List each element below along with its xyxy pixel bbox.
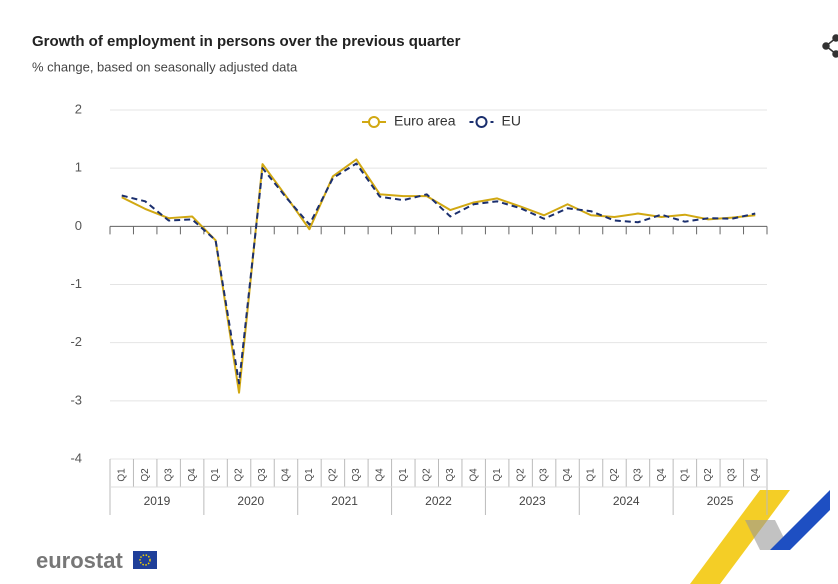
x-tick-label: Q3 xyxy=(163,468,174,482)
x-tick-label: Q3 xyxy=(257,468,268,482)
x-tick-label: Q4 xyxy=(374,468,385,482)
x-tick-label: Q2 xyxy=(234,468,245,482)
y-tick-label: -3 xyxy=(70,392,82,407)
x-tick-label: Q1 xyxy=(586,468,597,482)
legend-symbol xyxy=(368,116,380,128)
y-tick-label: 2 xyxy=(75,101,82,116)
x-tick-label: Q3 xyxy=(351,468,362,482)
chart-title: Growth of employment in persons over the… xyxy=(32,33,461,50)
year-label: 2019 xyxy=(144,494,171,508)
x-tick-label: Q4 xyxy=(468,468,479,482)
x-tick-label: Q3 xyxy=(726,468,737,482)
x-tick-label: Q1 xyxy=(304,468,315,482)
decor xyxy=(770,490,830,550)
brand-logo: eurostat xyxy=(36,548,123,573)
y-tick-label: -4 xyxy=(70,450,82,465)
x-tick-label: Q3 xyxy=(633,468,644,482)
x-tick-label: Q2 xyxy=(515,468,526,482)
eu-flag xyxy=(133,551,157,569)
x-tick-label: Q4 xyxy=(750,468,761,482)
x-tick-label: Q2 xyxy=(609,468,620,482)
year-label: 2025 xyxy=(707,494,734,508)
line-series xyxy=(121,162,756,385)
x-tick-label: Q3 xyxy=(445,468,456,482)
x-tick-label: Q3 xyxy=(539,468,550,482)
year-label: 2024 xyxy=(613,494,640,508)
share-icon[interactable] xyxy=(822,34,838,58)
x-tick-label: Q2 xyxy=(703,468,714,482)
x-tick-label: Q4 xyxy=(187,468,198,482)
y-tick-label: -1 xyxy=(70,276,82,291)
x-tick-label: Q1 xyxy=(116,468,127,482)
x-tick-label: Q4 xyxy=(562,468,573,482)
x-tick-label: Q1 xyxy=(210,468,221,482)
x-tick-label: Q4 xyxy=(656,468,667,482)
year-label: 2021 xyxy=(331,494,358,508)
x-tick-label: Q2 xyxy=(421,468,432,482)
legend-label: EU xyxy=(501,113,520,129)
y-tick-label: 1 xyxy=(75,160,82,175)
eu-stars xyxy=(139,554,151,566)
legend-symbol xyxy=(475,116,488,128)
chart-subtitle: % change, based on seasonally adjusted d… xyxy=(32,59,298,74)
x-tick-label: Q1 xyxy=(398,468,409,482)
decor xyxy=(690,490,790,584)
year-label: 2023 xyxy=(519,494,546,508)
year-label: 2020 xyxy=(237,494,264,508)
x-tick-label: Q4 xyxy=(281,468,292,482)
year-label: 2022 xyxy=(425,494,452,508)
x-tick-label: Q1 xyxy=(680,468,691,482)
x-tick-label: Q2 xyxy=(328,468,339,482)
y-tick-label: -2 xyxy=(70,334,82,349)
legend-label: Euro area xyxy=(394,113,456,129)
line-series xyxy=(121,158,756,394)
y-tick-label: 0 xyxy=(75,218,82,233)
x-tick-label: Q1 xyxy=(492,468,503,482)
x-tick-label: Q2 xyxy=(140,468,151,482)
